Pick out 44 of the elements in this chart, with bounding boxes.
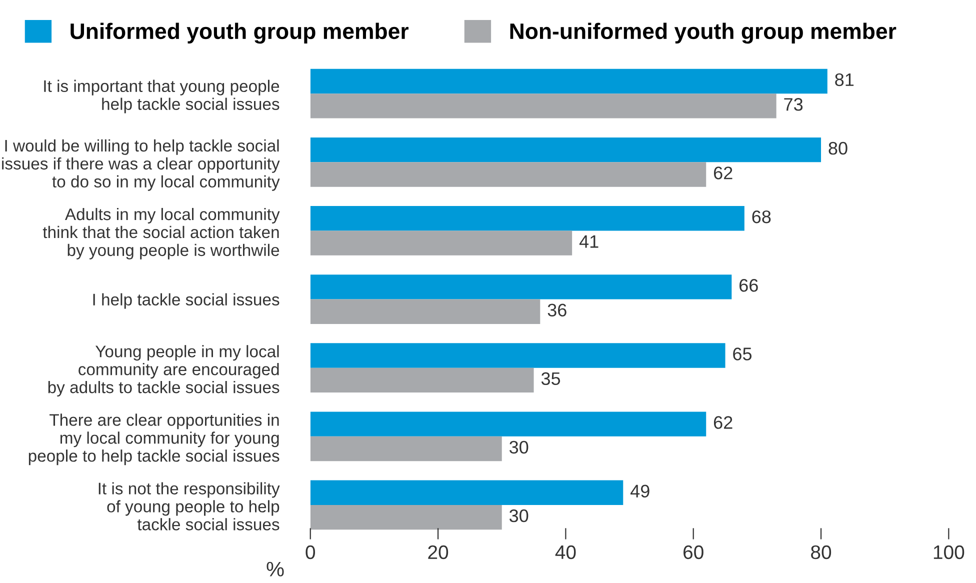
data-label: 62: [714, 166, 732, 180]
data-label: 65: [733, 348, 752, 360]
bar: [310, 480, 624, 505]
legend-label: Uniformed youth group member: [70, 22, 409, 44]
data-label: 73: [784, 98, 803, 111]
data-label: 35: [541, 372, 560, 386]
bar: [310, 412, 706, 436]
x-tick-label: 60: [684, 545, 704, 560]
data-label: 30: [509, 509, 528, 522]
data-label: 30: [509, 440, 528, 454]
bar: [310, 162, 706, 187]
data-label: 49: [630, 484, 650, 498]
bar: [310, 368, 534, 393]
data-label: 41: [579, 235, 598, 248]
bar: [310, 94, 776, 118]
x-tick-label: 20: [428, 545, 448, 560]
x-tick-label: 0: [306, 545, 316, 560]
data-label: 80: [828, 142, 848, 155]
data-label: 36: [548, 304, 566, 316]
data-label: 66: [740, 279, 758, 292]
bar: [310, 68, 828, 94]
bar: [310, 343, 726, 368]
x-axis-title: %: [266, 562, 284, 576]
bar: [310, 230, 572, 256]
data-label: 62: [714, 416, 732, 429]
y-tick-label: I help tackle social issues: [93, 293, 280, 309]
y-tick-label: Adults in my local community think that the social action taken by young people is worthwile: [42, 208, 280, 260]
bar: [310, 274, 732, 300]
bar: [310, 206, 744, 231]
x-tick-label: 80: [811, 545, 832, 560]
y-tick-label: There are clear opportunities in my local community for young people to help tackle social issues: [28, 414, 280, 466]
y-tick-label: I would be willing to help tackle social issues if there was a clear opportunity to do so in my local community: [2, 139, 280, 191]
data-label: 68: [752, 210, 771, 224]
y-tick-label: It is not the responsibility of young people to help tackle social issues: [98, 482, 280, 530]
y-tick-label: Young people in my local community are encouraged by adults to tackle social issues: [48, 345, 280, 397]
bar: [310, 436, 502, 462]
y-tick-label: It is important that young people help tackle social issues: [44, 80, 280, 114]
bar: [310, 299, 540, 324]
legend-label: Non-uniformed youth group member: [510, 22, 896, 44]
x-tick-label: 40: [555, 545, 576, 560]
data-label: 81: [835, 73, 854, 86]
x-tick-label: 100: [934, 545, 964, 560]
bar: [310, 137, 822, 162]
bar: [310, 504, 502, 530]
